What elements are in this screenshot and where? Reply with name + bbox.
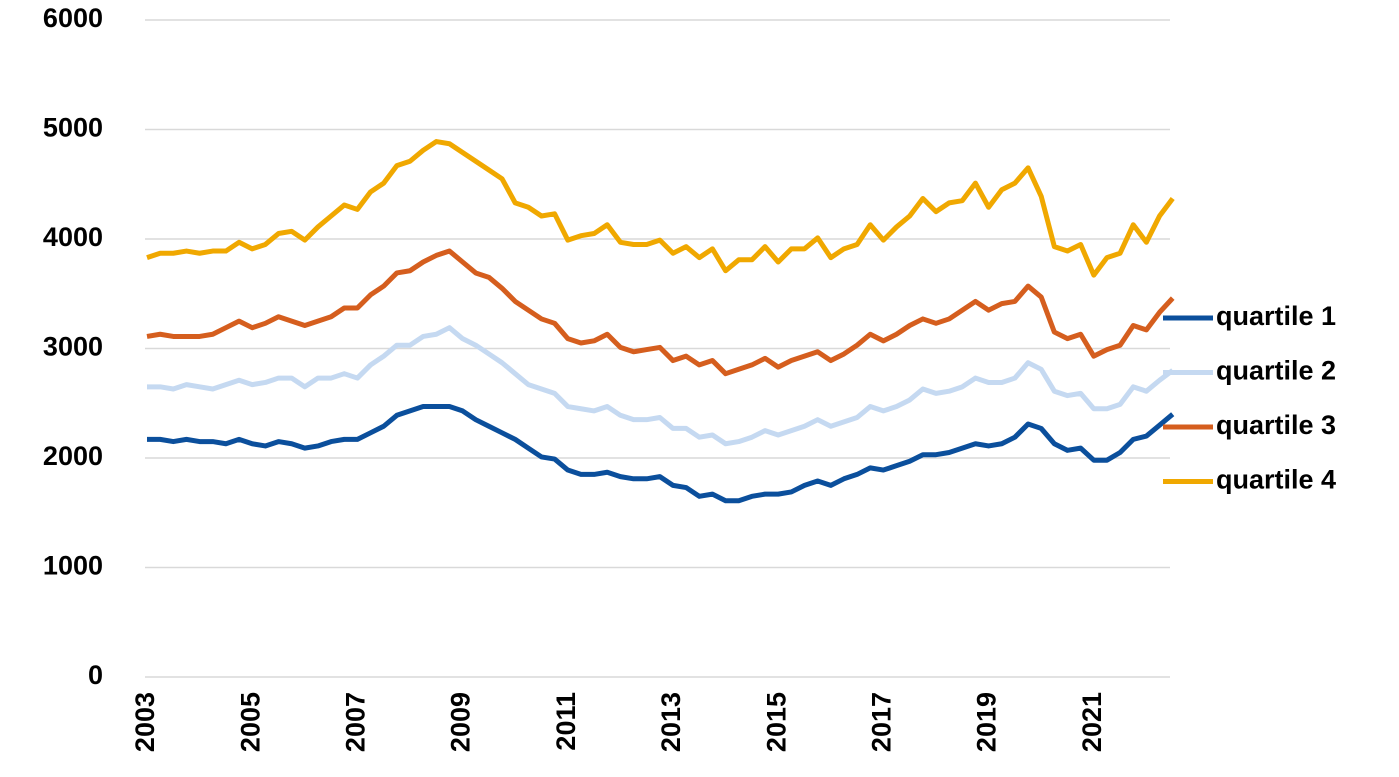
x-tick-label: 2011	[551, 692, 581, 751]
x-tick-label: 2021	[1077, 692, 1107, 752]
y-tick-label: 0	[88, 660, 103, 690]
series-line	[146, 139, 1175, 278]
y-tick-label: 6000	[43, 3, 103, 33]
x-tick-label: 2019	[972, 692, 1002, 752]
y-tick-label: 1000	[43, 551, 103, 581]
x-tick-label: 2015	[761, 692, 791, 752]
x-tick-label: 2005	[235, 692, 265, 752]
x-tick-label: 2007	[341, 692, 371, 752]
y-tick-label: 4000	[43, 222, 103, 252]
x-tick-label: 2013	[656, 692, 686, 752]
x-tick-label: 2017	[867, 692, 897, 752]
series-line	[146, 248, 1175, 377]
x-tick-label: 2003	[130, 692, 160, 752]
x-tick-label: 2009	[446, 692, 476, 752]
y-tick-label: 3000	[43, 332, 103, 362]
legend-label: quartile 3	[1216, 410, 1336, 440]
y-tick-label: 5000	[43, 113, 103, 143]
y-tick-label: 2000	[43, 441, 103, 471]
series-line	[147, 404, 1175, 504]
series-line	[147, 325, 1175, 447]
legend-label: quartile 4	[1216, 465, 1336, 495]
legend-label: quartile 1	[1216, 301, 1336, 331]
legend-label: quartile 2	[1216, 356, 1336, 386]
